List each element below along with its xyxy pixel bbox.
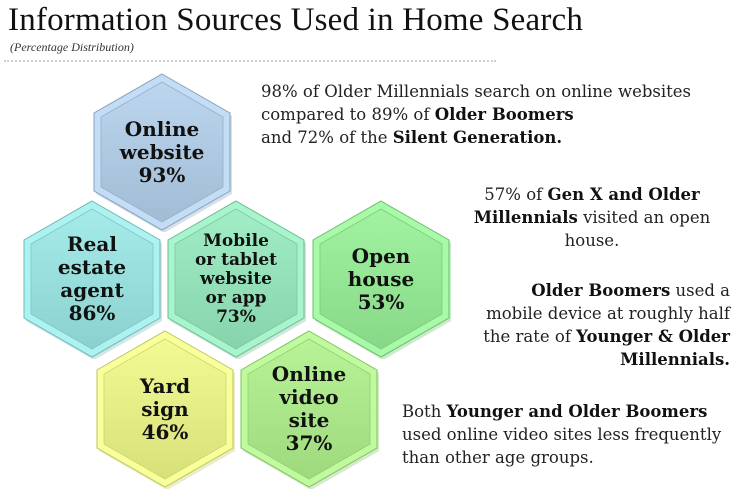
hex-value: 73% bbox=[216, 306, 256, 327]
hex-label: Real estate agent 86% bbox=[22, 199, 162, 359]
hex-label-line: Real bbox=[67, 232, 117, 256]
hex-real-estate-agent: Real estate agent 86% bbox=[22, 199, 162, 359]
note-mobile-device: Older Boomers used a mobile device at ro… bbox=[483, 281, 730, 369]
hexagon-shape bbox=[312, 200, 451, 359]
hexagon-shape bbox=[23, 200, 162, 359]
hex-open-house: Open house 53% bbox=[311, 199, 451, 359]
note-online-websites: 98% of Older Millennials search on onlin… bbox=[261, 82, 691, 147]
hex-label-line: website bbox=[199, 268, 273, 289]
hex-label-line: Online bbox=[271, 362, 347, 386]
hex-label-line: or tablet bbox=[194, 249, 278, 270]
hex-mobile-app: Mobile or tablet website or app 73% bbox=[166, 199, 306, 359]
hex-online-website: Online website 93% bbox=[92, 72, 232, 232]
hexagon-shape bbox=[240, 330, 379, 489]
hex-value: 37% bbox=[285, 431, 333, 455]
hex-online-video-site: Online video site 37% bbox=[239, 329, 379, 489]
hex-label-line: sign bbox=[141, 396, 189, 421]
page-subtitle: (Percentage Distribution) bbox=[10, 40, 134, 54]
hex-label-line: or app bbox=[205, 287, 267, 308]
hexagon-shape bbox=[96, 330, 235, 489]
hex-label-line: Yard bbox=[139, 373, 191, 398]
hex-label: Mobile or tablet website or app 73% bbox=[166, 199, 306, 359]
hex-value: 93% bbox=[138, 162, 186, 187]
hex-label: Online video site 37% bbox=[239, 329, 379, 489]
hex-value: 46% bbox=[141, 419, 189, 444]
hexagon-shape bbox=[93, 73, 232, 232]
note-online-video: Both Younger and Older Boomers used onli… bbox=[402, 402, 722, 467]
note-open-house: 57% of Gen X and Older Millennials visit… bbox=[473, 185, 711, 250]
dotted-divider bbox=[4, 60, 496, 62]
hex-label: Yard sign 46% bbox=[95, 329, 235, 489]
hex-label-line: website bbox=[119, 139, 205, 164]
hex-label-line: video bbox=[279, 385, 339, 409]
hex-label: Open house 53% bbox=[311, 199, 451, 359]
hex-label-line: Open bbox=[351, 243, 411, 268]
hex-label-line: agent bbox=[60, 278, 124, 302]
hex-label-line: estate bbox=[57, 255, 127, 279]
hex-label-line: Mobile bbox=[203, 230, 269, 251]
hex-value: 86% bbox=[68, 301, 116, 325]
hex-value: 53% bbox=[357, 289, 405, 314]
page-title: Information Sources Used in Home Search bbox=[8, 2, 584, 38]
hex-label-line: Online bbox=[124, 116, 200, 141]
hex-label: Online website 93% bbox=[92, 72, 232, 232]
hex-yard-sign: Yard sign 46% bbox=[95, 329, 235, 489]
hex-label-line: house bbox=[347, 266, 415, 291]
hex-label-line: site bbox=[288, 408, 330, 432]
hexagon-shape bbox=[167, 200, 306, 359]
